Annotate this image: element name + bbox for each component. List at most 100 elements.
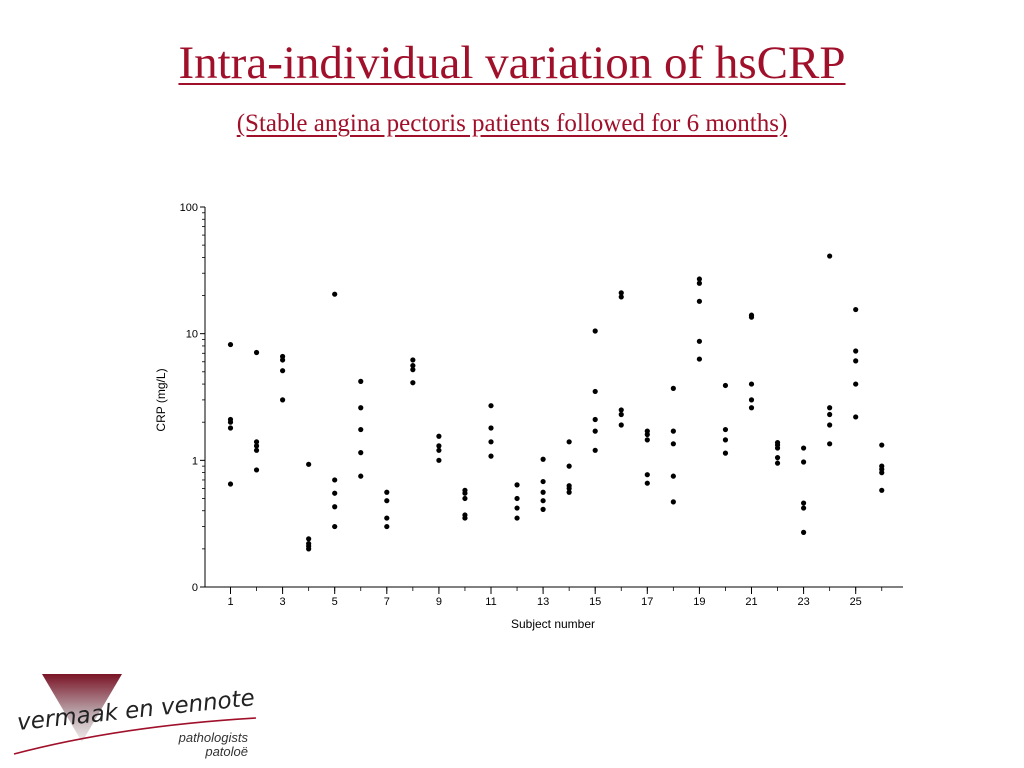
data-point bbox=[879, 470, 885, 476]
data-point bbox=[253, 447, 260, 453]
data-point bbox=[696, 298, 703, 304]
data-point bbox=[853, 306, 859, 313]
x-tick-label: 5 bbox=[332, 596, 338, 608]
y-tick-label: 100 bbox=[180, 202, 198, 214]
data-point bbox=[722, 382, 729, 389]
data-point bbox=[358, 378, 364, 384]
data-point bbox=[748, 397, 755, 403]
logo-swoosh-icon bbox=[13, 717, 257, 755]
logo-tagline-afrikaans: patoloë bbox=[204, 744, 248, 759]
data-point bbox=[670, 441, 676, 447]
data-point bbox=[227, 419, 234, 425]
data-point bbox=[592, 428, 598, 434]
data-point bbox=[618, 422, 624, 428]
data-point bbox=[618, 407, 624, 413]
data-point bbox=[566, 485, 572, 492]
data-point bbox=[801, 459, 807, 465]
data-point bbox=[801, 500, 807, 506]
data-point bbox=[670, 473, 676, 479]
data-point bbox=[358, 426, 364, 433]
data-point bbox=[853, 381, 859, 387]
x-tick-label: 15 bbox=[589, 596, 601, 608]
data-point bbox=[592, 447, 598, 453]
x-tick-label: 13 bbox=[537, 596, 549, 608]
data-point bbox=[540, 456, 546, 462]
data-point bbox=[722, 437, 729, 443]
x-tick-label: 3 bbox=[280, 596, 286, 608]
data-point bbox=[592, 328, 598, 334]
data-point bbox=[827, 422, 833, 428]
data-point bbox=[540, 478, 546, 485]
data-point bbox=[696, 280, 703, 286]
y-tick-label: 10 bbox=[186, 329, 198, 341]
data-point bbox=[488, 403, 494, 409]
data-point bbox=[774, 455, 781, 461]
y-axis-label: CRP (mg/L) bbox=[154, 368, 168, 431]
data-point bbox=[410, 367, 416, 373]
data-point bbox=[436, 447, 442, 453]
data-point bbox=[280, 357, 286, 363]
data-point bbox=[358, 473, 364, 479]
data-point bbox=[227, 341, 234, 348]
x-axis-label: Subject number bbox=[511, 617, 595, 631]
data-point bbox=[670, 499, 676, 505]
data-point bbox=[853, 414, 859, 420]
data-point bbox=[827, 253, 833, 259]
data-point bbox=[332, 291, 338, 297]
data-point bbox=[748, 405, 755, 411]
data-point bbox=[618, 294, 624, 300]
data-point bbox=[436, 443, 442, 449]
data-point bbox=[280, 368, 286, 374]
data-point bbox=[670, 385, 676, 391]
data-point bbox=[540, 506, 546, 512]
data-point bbox=[827, 441, 833, 447]
data-point bbox=[488, 453, 494, 459]
data-point bbox=[696, 356, 703, 362]
data-point bbox=[540, 489, 546, 495]
data-point bbox=[514, 482, 520, 488]
chart-points bbox=[227, 253, 885, 552]
data-point bbox=[827, 411, 833, 418]
slide-title: Intra-individual variation of hsCRP bbox=[178, 37, 846, 89]
y-tick-label: 0 bbox=[192, 582, 198, 594]
x-tick-label: 1 bbox=[227, 596, 233, 608]
data-point bbox=[462, 495, 468, 502]
data-point bbox=[748, 381, 755, 387]
data-point bbox=[774, 445, 781, 451]
data-point bbox=[644, 472, 650, 478]
data-point bbox=[774, 460, 781, 466]
x-tick-label: 21 bbox=[745, 596, 757, 608]
x-tick-label: 23 bbox=[797, 596, 809, 608]
data-point bbox=[488, 439, 494, 445]
data-point bbox=[358, 405, 364, 411]
data-point bbox=[358, 450, 364, 456]
data-point bbox=[253, 443, 260, 449]
data-point bbox=[801, 529, 807, 535]
x-tick-label: 17 bbox=[641, 596, 653, 608]
data-point bbox=[384, 523, 390, 530]
data-point bbox=[332, 523, 338, 530]
data-point bbox=[306, 461, 312, 467]
data-point bbox=[384, 489, 390, 495]
data-point bbox=[227, 481, 234, 487]
x-tick-label: 9 bbox=[436, 596, 442, 608]
data-point bbox=[410, 357, 416, 363]
data-point bbox=[488, 425, 494, 431]
data-point bbox=[644, 431, 650, 438]
data-point bbox=[644, 437, 650, 443]
data-point bbox=[306, 546, 312, 552]
logo-name: vermaak en vennote bbox=[16, 685, 256, 736]
data-point bbox=[644, 480, 650, 486]
data-point bbox=[384, 498, 390, 504]
data-point bbox=[670, 428, 676, 434]
data-point bbox=[253, 349, 260, 356]
data-point bbox=[462, 490, 468, 496]
logo-triangle-icon bbox=[42, 674, 122, 742]
y-tick-label: 1 bbox=[192, 455, 198, 467]
data-point bbox=[853, 348, 859, 354]
data-point bbox=[253, 439, 260, 445]
x-tick-label: 7 bbox=[384, 596, 390, 608]
data-point bbox=[696, 276, 703, 282]
data-point bbox=[436, 433, 442, 439]
